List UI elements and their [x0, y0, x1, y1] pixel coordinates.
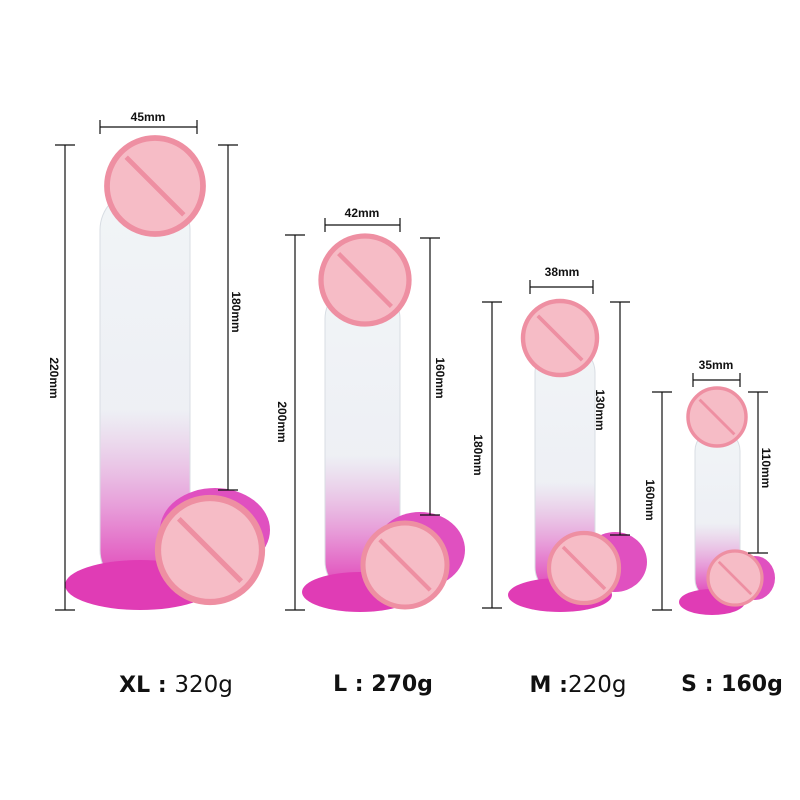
- total-length-label: 160mm: [643, 479, 657, 520]
- dimension-lines-xl: [55, 120, 238, 611]
- size-name: M: [529, 673, 552, 698]
- weight-label-xl: XL : 320g: [119, 672, 233, 698]
- censor-circle: [321, 236, 409, 324]
- dimension-lines-s: [652, 373, 768, 611]
- weight-value: 220g: [567, 672, 627, 698]
- censor-circle: [158, 498, 262, 602]
- weight-label-l: L : 270g: [333, 672, 433, 697]
- separator: :: [354, 672, 364, 697]
- censor-circle: [686, 386, 748, 448]
- insertable-length-label: 110mm: [759, 448, 773, 489]
- separator: :: [559, 673, 568, 698]
- width-label: 45mm: [131, 110, 166, 124]
- censor-circle: [549, 533, 619, 603]
- dimension-lines-l: [285, 218, 440, 611]
- size-name: XL: [119, 673, 151, 698]
- product-s: [679, 386, 775, 615]
- product-m: [508, 301, 647, 612]
- total-length-label: 180mm: [471, 434, 485, 475]
- censor-circle: [107, 138, 203, 234]
- size-name: L: [333, 672, 348, 697]
- width-label: 35mm: [699, 358, 734, 372]
- weight-value: 270g: [371, 672, 433, 697]
- product-l: [302, 236, 465, 612]
- total-length-label: 220mm: [47, 357, 61, 398]
- weight-label-s: S : 160g: [681, 672, 783, 697]
- size-name: S: [681, 672, 698, 697]
- censor-circle: [523, 301, 597, 375]
- weight-value: 160g: [721, 672, 783, 697]
- weight-label-m: M :220g: [530, 672, 627, 698]
- width-label: 38mm: [545, 265, 580, 279]
- insertable-length-label: 130mm: [593, 389, 607, 430]
- censor-circle: [363, 523, 447, 607]
- insertable-length-label: 160mm: [433, 357, 447, 398]
- product-xl: [65, 138, 270, 610]
- censor-circle: [706, 549, 764, 607]
- total-length-label: 200mm: [275, 401, 289, 442]
- dimension-lines-m: [482, 280, 630, 609]
- separator: :: [704, 672, 714, 697]
- separator: :: [157, 673, 167, 698]
- weight-value: 320g: [174, 672, 233, 698]
- insertable-length-label: 180mm: [229, 291, 243, 332]
- width-label: 42mm: [345, 206, 380, 220]
